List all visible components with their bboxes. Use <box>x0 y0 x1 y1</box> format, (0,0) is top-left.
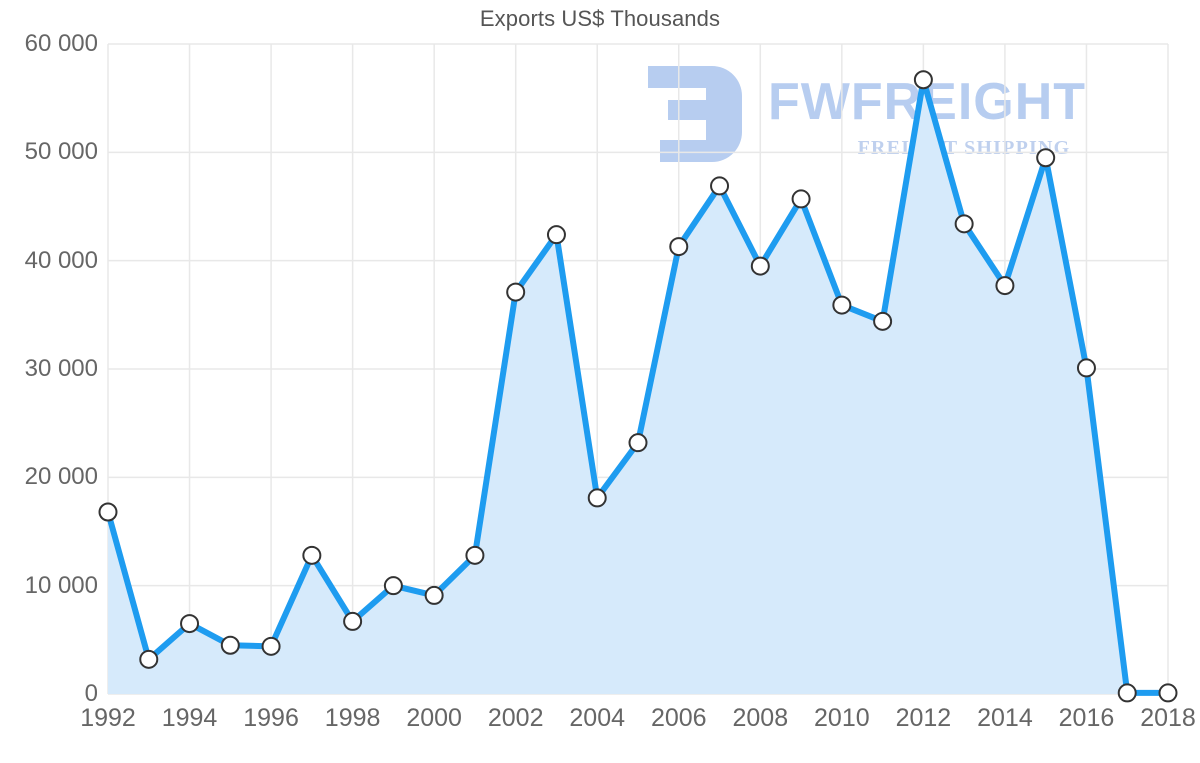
y-axis-tick-label: 0 <box>84 680 98 707</box>
data-point-marker[interactable] <box>1117 683 1137 703</box>
data-point-marker[interactable] <box>261 636 281 656</box>
x-axis-tick-label: 1994 <box>161 704 218 732</box>
y-axis: 0 10 000 20 000 30 000 40 000 50 000 60 000 <box>0 0 98 763</box>
data-point-marker[interactable] <box>302 545 322 565</box>
y-axis-tick-label: 30 000 <box>24 355 98 382</box>
area-fill <box>108 79 1168 694</box>
data-point-marker[interactable] <box>750 256 770 276</box>
data-point-marker[interactable] <box>832 295 852 315</box>
data-point-marker[interactable] <box>383 576 403 596</box>
data-point-markers <box>98 70 1178 703</box>
data-point-marker[interactable] <box>465 545 485 565</box>
x-axis-tick-label: 2016 <box>1058 704 1115 732</box>
data-point-marker[interactable] <box>628 433 648 453</box>
y-axis-tick-label: 50 000 <box>24 138 98 166</box>
data-point-marker[interactable] <box>98 502 118 522</box>
data-point-marker[interactable] <box>343 611 363 631</box>
x-axis-tick-label: 2008 <box>732 704 789 732</box>
x-axis-tick-label: 2004 <box>569 704 626 732</box>
data-point-marker[interactable] <box>873 311 893 331</box>
y-axis-tick-label: 40 000 <box>24 246 98 274</box>
data-point-marker[interactable] <box>1158 683 1178 703</box>
x-axis-tick-label: 1998 <box>324 704 381 732</box>
data-point-marker[interactable] <box>995 276 1015 296</box>
data-point-marker[interactable] <box>710 176 730 196</box>
data-point-marker[interactable] <box>139 649 159 669</box>
series-plot <box>98 43 1178 703</box>
data-point-marker[interactable] <box>220 635 240 655</box>
data-point-marker[interactable] <box>424 585 444 605</box>
x-axis-tick-label: 2000 <box>406 704 462 732</box>
x-axis-tick-label: 2014 <box>977 704 1033 732</box>
x-axis-tick-label: 1992 <box>80 704 136 732</box>
data-point-marker[interactable] <box>1076 358 1096 378</box>
x-axis-tick-label: 2002 <box>487 704 544 732</box>
chart-title: Exports US$ Thousands <box>479 6 721 31</box>
plot-area <box>98 43 1178 703</box>
data-point-marker[interactable] <box>791 189 811 209</box>
data-point-marker[interactable] <box>546 225 566 245</box>
data-point-marker[interactable] <box>180 614 200 634</box>
y-axis-tick-label: 20 000 <box>24 463 98 491</box>
data-point-marker[interactable] <box>913 70 933 90</box>
data-point-marker[interactable] <box>669 237 689 257</box>
y-axis-tick-label: 10 000 <box>24 571 98 599</box>
y-axis-tick-label: 60 000 <box>24 30 98 57</box>
x-axis-tick-label: 2012 <box>895 704 952 732</box>
x-axis-tick-label: 2018 <box>1140 704 1196 732</box>
x-axis-tick-label: 2006 <box>650 704 707 732</box>
data-point-marker[interactable] <box>587 488 607 508</box>
data-point-marker[interactable] <box>954 214 974 234</box>
data-point-marker[interactable] <box>1036 148 1056 168</box>
data-point-marker[interactable] <box>506 282 526 302</box>
x-axis-tick-label: 1996 <box>243 704 299 732</box>
x-axis-tick-label: 2010 <box>814 704 870 732</box>
